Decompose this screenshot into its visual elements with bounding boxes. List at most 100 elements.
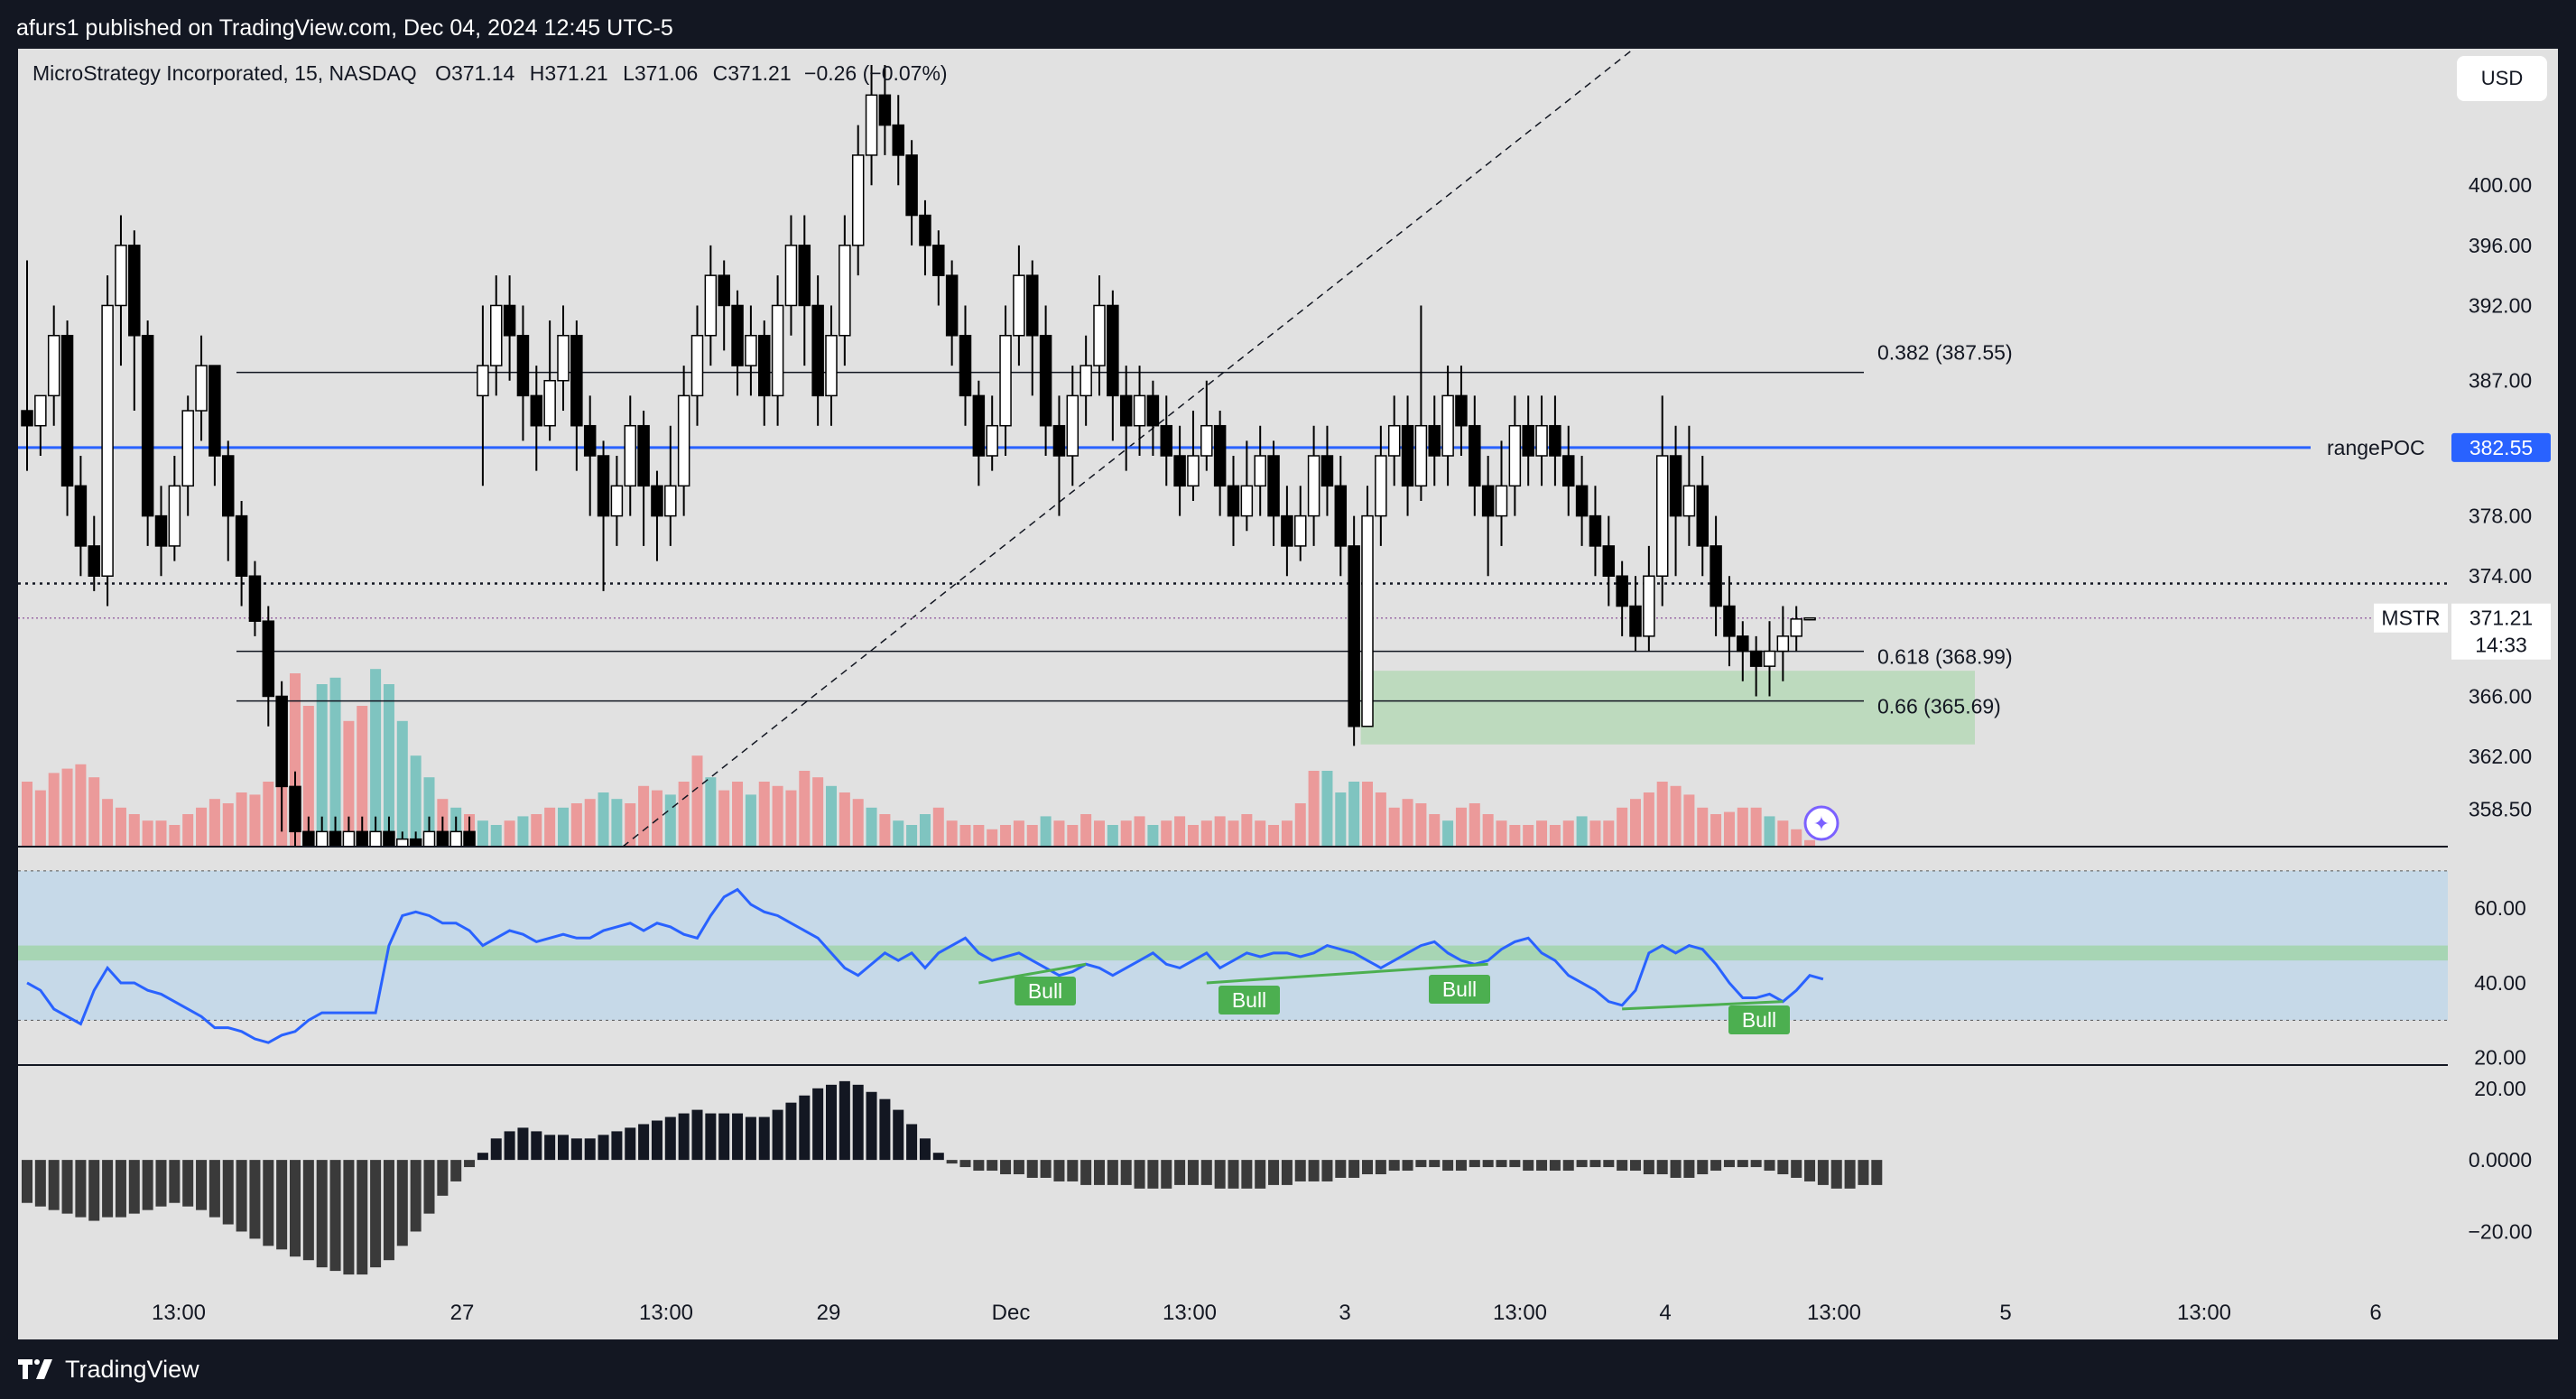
macd-bar <box>1000 1160 1012 1174</box>
candle-body <box>1361 514 1374 727</box>
macd-bar <box>544 1135 556 1161</box>
bull-badge <box>1429 975 1490 1004</box>
macd-bar <box>316 1160 328 1268</box>
candle-body <box>477 365 489 397</box>
macd-bar <box>1013 1160 1024 1174</box>
candle-body <box>570 335 583 427</box>
volume-bar <box>1147 825 1159 847</box>
macd-bar <box>1603 1160 1615 1168</box>
candle-body <box>664 485 677 517</box>
open-value: 371.14 <box>450 61 515 85</box>
volume-bar <box>1603 820 1615 847</box>
candle-body <box>959 335 972 397</box>
candle-body <box>449 830 462 848</box>
currency-button[interactable]: USD <box>2457 56 2547 101</box>
close-value: 371.21 <box>727 61 792 85</box>
candle-body <box>1107 304 1119 397</box>
volume-bar <box>128 814 140 847</box>
price-tick-label: 396.00 <box>2469 234 2532 257</box>
volume-bar <box>249 794 261 847</box>
macd-bar <box>1362 1160 1373 1174</box>
macd-bar <box>370 1160 382 1268</box>
macd-bar <box>1200 1160 1212 1185</box>
macd-bar <box>1871 1160 1883 1185</box>
macd-bar <box>1429 1160 1441 1168</box>
candle-body <box>490 304 503 366</box>
rsi-mid-band <box>18 945 2448 961</box>
high-value: 371.21 <box>544 61 608 85</box>
macd-bar <box>1710 1160 1722 1172</box>
volume-bar <box>866 807 877 847</box>
volume-bar <box>155 820 167 847</box>
macd-bar <box>410 1160 422 1232</box>
volume-bar <box>932 807 944 847</box>
macd-bar <box>1697 1160 1709 1174</box>
volume-bar <box>423 777 435 847</box>
poc-price-badge <box>2451 432 2551 462</box>
candle-body <box>1455 394 1468 427</box>
macd-bar <box>464 1160 476 1168</box>
candle-body <box>1562 455 1575 487</box>
volume-bar <box>1549 825 1561 847</box>
macd-bar <box>611 1131 623 1161</box>
macd-bar <box>651 1120 663 1161</box>
volume-bar <box>1321 771 1333 847</box>
volume-bar <box>1335 792 1347 847</box>
macd-bar <box>664 1116 676 1161</box>
volume-bar <box>504 820 515 847</box>
candle-body <box>1508 424 1522 487</box>
time-tick-label: 29 <box>817 1301 841 1325</box>
volume-bar <box>263 782 274 847</box>
macd-bar <box>1388 1160 1400 1172</box>
macd-bar <box>638 1124 650 1161</box>
candle-body <box>1616 575 1628 607</box>
volume-bar <box>1281 820 1293 847</box>
rsi-tick-label: 60.00 <box>2474 896 2526 920</box>
candle-body <box>1469 424 1481 487</box>
bull-badge <box>1728 1005 1790 1034</box>
volume-bar <box>1161 820 1172 847</box>
volume-bar <box>1804 839 1816 847</box>
macd-bar <box>1670 1160 1682 1178</box>
candle-body <box>1737 635 1749 653</box>
candle-body <box>1281 514 1293 547</box>
macd-bar <box>1040 1160 1052 1178</box>
bull-badge <box>1015 977 1076 1005</box>
time-tick-label: 13:00 <box>1493 1301 1547 1325</box>
candle-body <box>1723 605 1736 637</box>
candle-body <box>530 394 543 427</box>
macd-tick-label: 0.0000 <box>2469 1148 2532 1172</box>
macd-bar <box>1094 1160 1105 1185</box>
macd-bar <box>839 1080 850 1161</box>
candle-body <box>718 274 730 307</box>
macd-bar <box>450 1160 462 1181</box>
volume-bar <box>1094 820 1105 847</box>
macd-bar <box>1750 1160 1762 1168</box>
volume-bar <box>343 720 355 847</box>
volume-bar <box>1040 816 1052 847</box>
volume-bar <box>222 803 234 847</box>
chart-area[interactable] <box>18 49 2558 1339</box>
macd-bar <box>1830 1160 1842 1189</box>
macd-bar <box>196 1160 208 1210</box>
time-tick-label: 27 <box>450 1301 475 1325</box>
tradingview-brand: TradingView <box>65 1355 199 1383</box>
last-price-badge <box>2451 603 2551 660</box>
candle-body <box>986 424 998 457</box>
price-tick-label: 387.00 <box>2469 369 2532 393</box>
volume-bar <box>625 803 636 847</box>
macd-bar <box>879 1098 891 1161</box>
volume-bar <box>1308 771 1320 847</box>
candle-body <box>436 830 449 848</box>
time-tick-label: 13:00 <box>2177 1301 2231 1325</box>
macd-bar <box>1120 1160 1132 1185</box>
candle-body <box>289 785 301 833</box>
candle-body <box>1013 274 1025 337</box>
candle-body <box>825 335 838 397</box>
bull-label: Bull <box>1028 979 1062 1003</box>
candle-body <box>784 245 798 307</box>
last-price-text: 371.21 <box>2469 607 2533 630</box>
macd-bar <box>383 1160 394 1261</box>
macd-bar <box>329 1160 341 1272</box>
